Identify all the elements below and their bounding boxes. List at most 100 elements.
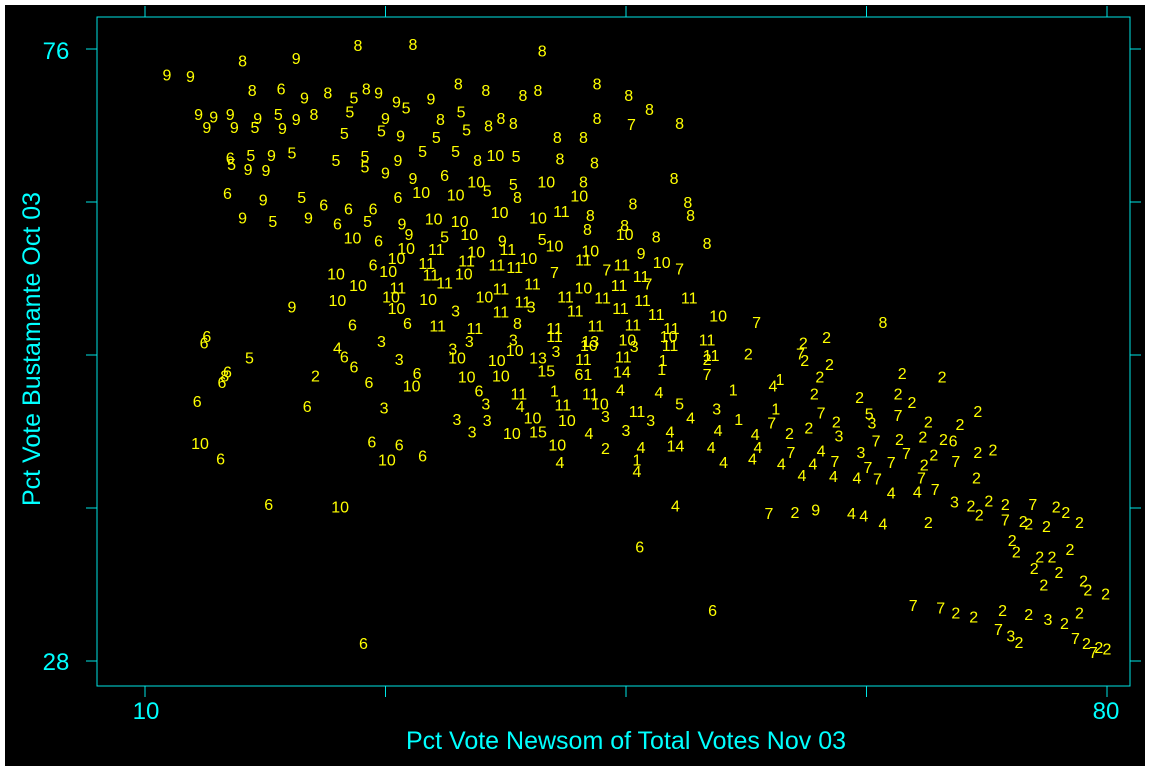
data-point-label: 7 — [1001, 513, 1010, 530]
data-point-label: 7 — [873, 472, 882, 489]
data-point-label: 4 — [797, 468, 806, 485]
data-point-label: 10 — [344, 231, 362, 248]
data-point-label: 13 — [529, 351, 547, 368]
data-point-label: 9 — [278, 121, 287, 138]
data-point-label: 2 — [966, 498, 975, 515]
data-point-label: 8 — [323, 85, 332, 102]
data-point-label: 10 — [487, 148, 505, 165]
data-point-label: 7 — [675, 261, 684, 278]
data-point-label: 3 — [835, 428, 844, 445]
data-point-label: 7 — [902, 446, 911, 463]
data-point-label: 8 — [534, 83, 543, 100]
data-point-label: 7 — [917, 470, 926, 487]
data-point-label: 11 — [493, 305, 510, 322]
data-point-label: 6 — [367, 435, 376, 452]
data-point-label: 7 — [887, 455, 896, 472]
data-point-label: 2 — [1052, 500, 1061, 517]
data-point-label: 2 — [1075, 606, 1084, 623]
data-point-label: 6 — [395, 437, 404, 454]
data-point-label: 11 — [611, 278, 628, 295]
data-point-label: 10 — [388, 301, 406, 318]
data-point-label: 2 — [1039, 578, 1048, 595]
data-point-label: 2 — [898, 366, 907, 383]
data-point-label: 9 — [267, 148, 276, 165]
data-point-label: 10 — [546, 238, 564, 255]
data-point-label: 9 — [202, 120, 211, 137]
data-point-label: 2 — [907, 395, 916, 412]
data-point-label: 10 — [425, 212, 443, 229]
data-point-label: 8 — [248, 83, 257, 100]
data-point-label: 4 — [655, 385, 664, 402]
data-point-label: 4 — [633, 464, 642, 481]
data-point-label: 9 — [498, 233, 507, 250]
data-point-label: 2 — [1054, 565, 1063, 582]
data-point-label: 10 — [709, 309, 727, 326]
data-point-label: 8 — [628, 196, 637, 213]
data-point-label: 5 — [512, 149, 521, 166]
data-point-label: 7 — [627, 117, 636, 134]
data-point-label: 11 — [466, 321, 483, 338]
data-point-label: 6 — [475, 384, 484, 401]
data-point-label: 2 — [804, 421, 813, 438]
data-point-label: 8 — [362, 82, 371, 99]
data-point-label: 2 — [924, 414, 933, 431]
data-point-label: 4 — [879, 516, 888, 533]
data-point-label: 10 — [448, 351, 466, 368]
data-point-label: 5 — [432, 130, 441, 147]
data-point-label: 11 — [634, 293, 651, 310]
data-point-label: 10 — [458, 370, 476, 387]
data-point-label: 9 — [230, 120, 239, 137]
data-point-label: 11 — [553, 204, 570, 221]
data-point-label: 10 — [558, 413, 576, 430]
data-point-label: 8 — [675, 116, 684, 133]
data-point-label: 2 — [822, 330, 831, 347]
data-point-label: 8 — [484, 119, 493, 136]
data-point-label: 1 — [775, 372, 784, 389]
data-point-label: 6 — [413, 366, 422, 383]
data-point-label: 4 — [887, 486, 896, 503]
data-point-label: 2 — [1065, 542, 1074, 559]
data-point-label: 11 — [436, 275, 453, 292]
data-point-label: 6 — [303, 399, 312, 416]
data-point-label: 11 — [488, 258, 505, 275]
data-point-label: 2 — [601, 441, 610, 458]
data-point-label: 6 — [344, 201, 353, 218]
data-point-label: 5 — [451, 144, 460, 161]
data-point-label: 5 — [349, 90, 358, 107]
data-point-label: 3 — [395, 352, 404, 369]
data-point-label: 8 — [518, 88, 527, 105]
data-point-label: 7 — [550, 265, 559, 282]
data-point-label: 2 — [975, 507, 984, 524]
data-point-label: 11 — [703, 348, 720, 365]
data-point-label: 10 — [488, 353, 506, 370]
data-point-label: 2 — [1101, 586, 1110, 603]
data-point-label: 10 — [191, 436, 209, 453]
data-point-label: 10 — [506, 343, 524, 360]
data-point-label: 3 — [1006, 629, 1015, 646]
data-point-label: 6 — [369, 258, 378, 275]
data-point-label: 4 — [751, 427, 760, 444]
data-point-label: 9 — [288, 300, 297, 317]
data-point-label: 10 — [397, 241, 415, 258]
data-point-label: 8 — [454, 76, 463, 93]
data-point-label: 2 — [1061, 505, 1070, 522]
data-point-label: 4 — [913, 484, 922, 501]
data-point-label: 2 — [815, 370, 824, 387]
data-point-label: 3 — [465, 334, 474, 351]
data-point-label: 8 — [409, 37, 418, 54]
data-point-label: 10 — [419, 292, 437, 309]
data-point-label: 10 — [455, 266, 473, 283]
data-point-label: 10 — [529, 210, 547, 227]
data-point-label: 5 — [288, 145, 297, 162]
data-point-label: 4 — [748, 451, 757, 468]
data-point-label: 11 — [633, 269, 650, 286]
data-point-label: 2 — [791, 505, 800, 522]
data-point-label: 11 — [575, 352, 592, 369]
data-point-label: 6 — [264, 497, 273, 514]
data-point-label: 6 — [403, 316, 412, 333]
data-point-label: 8 — [593, 76, 602, 93]
data-point-label: 10 — [616, 227, 634, 244]
data-point-label: 10 — [460, 227, 478, 244]
data-point-label: 8 — [354, 38, 363, 55]
data-point-label: 6 — [349, 360, 358, 377]
